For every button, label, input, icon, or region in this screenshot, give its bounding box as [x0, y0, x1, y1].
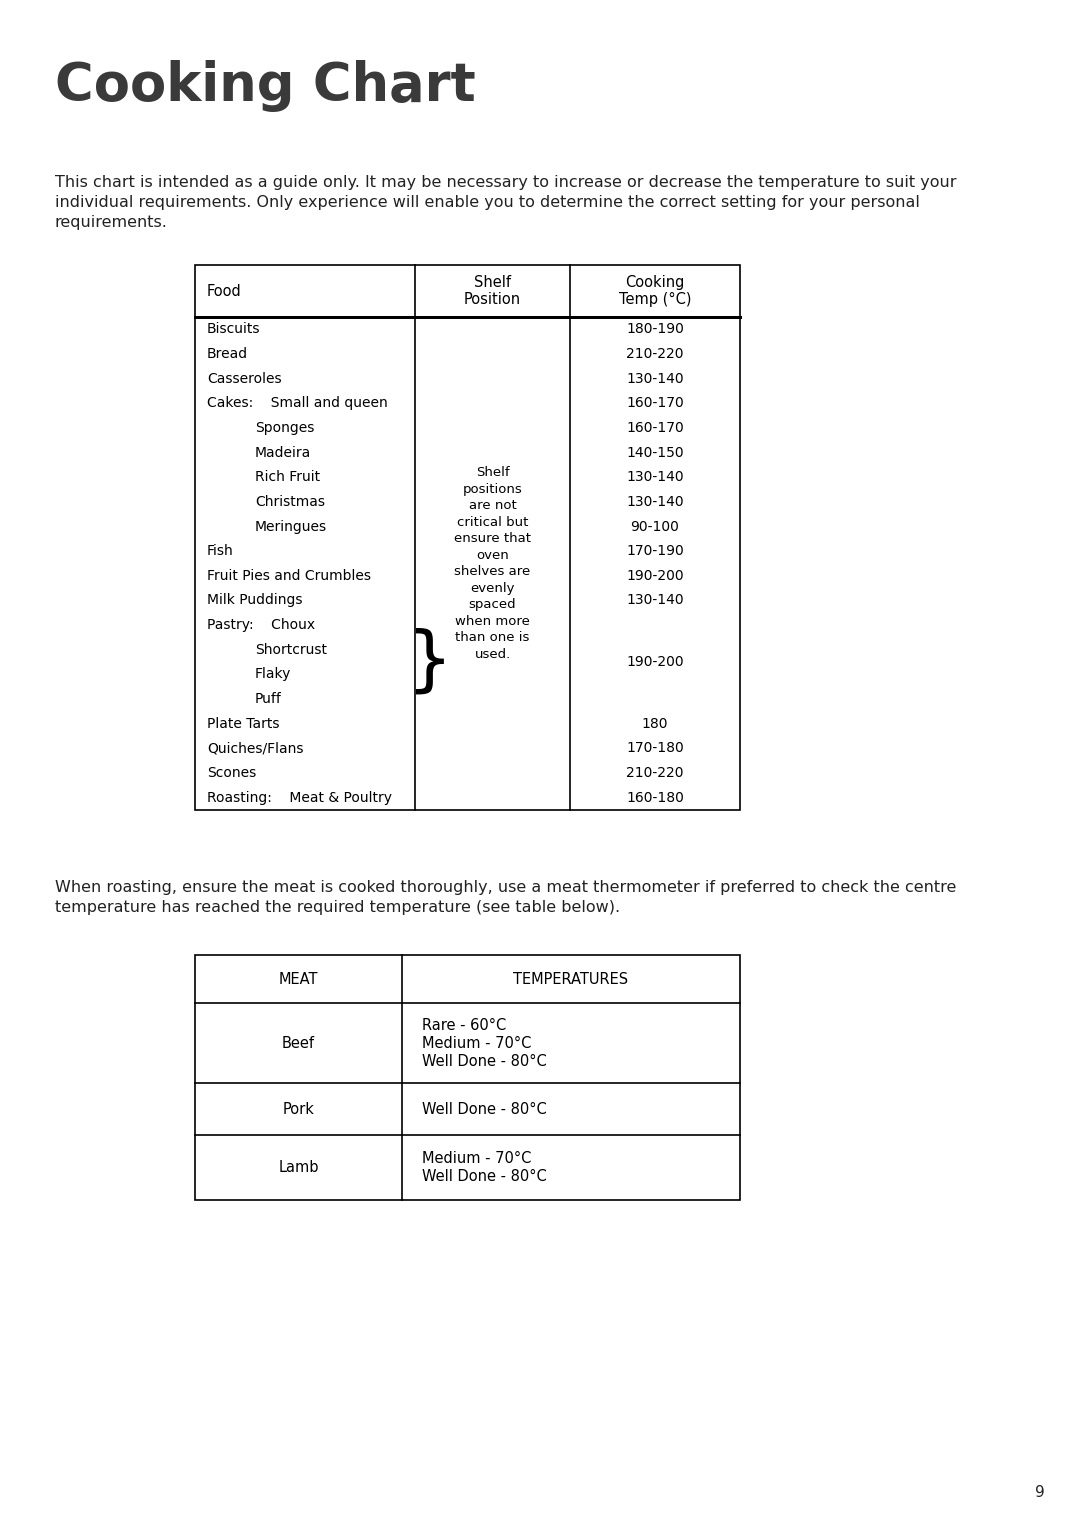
Text: 180: 180 [642, 717, 669, 730]
Text: Shelf
positions
are not
critical but
ensure that
oven
shelves are
evenly
spaced
: Shelf positions are not critical but ens… [454, 466, 531, 660]
Text: Roasting:    Meat & Poultry: Roasting: Meat & Poultry [207, 790, 392, 805]
Text: TEMPERATURES: TEMPERATURES [513, 972, 629, 987]
Text: Rich Fruit: Rich Fruit [255, 471, 320, 484]
Text: 210-220: 210-220 [626, 347, 684, 361]
Text: 180-190: 180-190 [626, 322, 684, 336]
Text: Rare - 60°C: Rare - 60°C [422, 1018, 507, 1033]
Bar [195, 264, 740, 810]
Text: Shelf
Position: Shelf Position [464, 275, 521, 307]
Text: MEAT: MEAT [279, 972, 319, 987]
Text: Medium - 70°C: Medium - 70°C [422, 1151, 531, 1166]
Text: Quiches/Flans: Quiches/Flans [207, 741, 303, 755]
Text: Beef: Beef [282, 1036, 315, 1051]
Text: 130-140: 130-140 [626, 471, 684, 484]
Text: Well Done - 80°C: Well Done - 80°C [422, 1169, 546, 1184]
Text: 210-220: 210-220 [626, 766, 684, 779]
Text: 170-190: 170-190 [626, 544, 684, 558]
Text: Scones: Scones [207, 766, 256, 779]
Text: Bread: Bread [207, 347, 248, 361]
Text: 190-200: 190-200 [626, 568, 684, 582]
Text: 130-140: 130-140 [626, 495, 684, 509]
Text: 90-100: 90-100 [631, 520, 679, 533]
Text: 140-150: 140-150 [626, 446, 684, 460]
Text: Medium - 70°C: Medium - 70°C [422, 1036, 531, 1051]
Text: Well Done - 80°C: Well Done - 80°C [422, 1053, 546, 1068]
Text: Madeira: Madeira [255, 446, 311, 460]
Text: Pork: Pork [283, 1102, 314, 1117]
Text: When roasting, ensure the meat is cooked thoroughly, use a meat thermometer if p: When roasting, ensure the meat is cooked… [55, 880, 957, 895]
Text: Biscuits: Biscuits [207, 322, 260, 336]
Text: 160-170: 160-170 [626, 420, 684, 435]
Text: 130-140: 130-140 [626, 593, 684, 608]
Bar [195, 955, 740, 1199]
Text: Christmas: Christmas [255, 495, 325, 509]
Text: Fruit Pies and Crumbles: Fruit Pies and Crumbles [207, 568, 372, 582]
Text: temperature has reached the required temperature (see table below).: temperature has reached the required tem… [55, 900, 620, 915]
Text: Plate Tarts: Plate Tarts [207, 717, 280, 730]
Text: Casseroles: Casseroles [207, 371, 282, 385]
Text: Meringues: Meringues [255, 520, 327, 533]
Text: Milk Puddings: Milk Puddings [207, 593, 302, 608]
Text: individual requirements. Only experience will enable you to determine the correc: individual requirements. Only experience… [55, 196, 920, 209]
Text: Pastry:    Choux: Pastry: Choux [207, 619, 315, 633]
Text: This chart is intended as a guide only. It may be necessary to increase or decre: This chart is intended as a guide only. … [55, 176, 957, 189]
Text: requirements.: requirements. [55, 215, 167, 231]
Text: Food: Food [207, 284, 242, 298]
Text: Sponges: Sponges [255, 420, 314, 435]
Text: 170-180: 170-180 [626, 741, 684, 755]
Text: 160-180: 160-180 [626, 790, 684, 805]
Text: Puff: Puff [255, 692, 282, 706]
Text: Cooking
Temp (°C): Cooking Temp (°C) [619, 275, 691, 307]
Text: Fish: Fish [207, 544, 233, 558]
Text: Flaky: Flaky [255, 668, 292, 681]
Text: Cooking Chart: Cooking Chart [55, 60, 476, 112]
Text: 160-170: 160-170 [626, 396, 684, 411]
Text: Well Done - 80°C: Well Done - 80°C [422, 1102, 546, 1117]
Text: Cakes:    Small and queen: Cakes: Small and queen [207, 396, 388, 411]
Text: 9: 9 [1035, 1485, 1044, 1500]
Text: }: } [407, 628, 453, 697]
Text: Lamb: Lamb [279, 1160, 319, 1175]
Text: 130-140: 130-140 [626, 371, 684, 385]
Text: Shortcrust: Shortcrust [255, 643, 327, 657]
Text: 190-200: 190-200 [626, 656, 684, 669]
